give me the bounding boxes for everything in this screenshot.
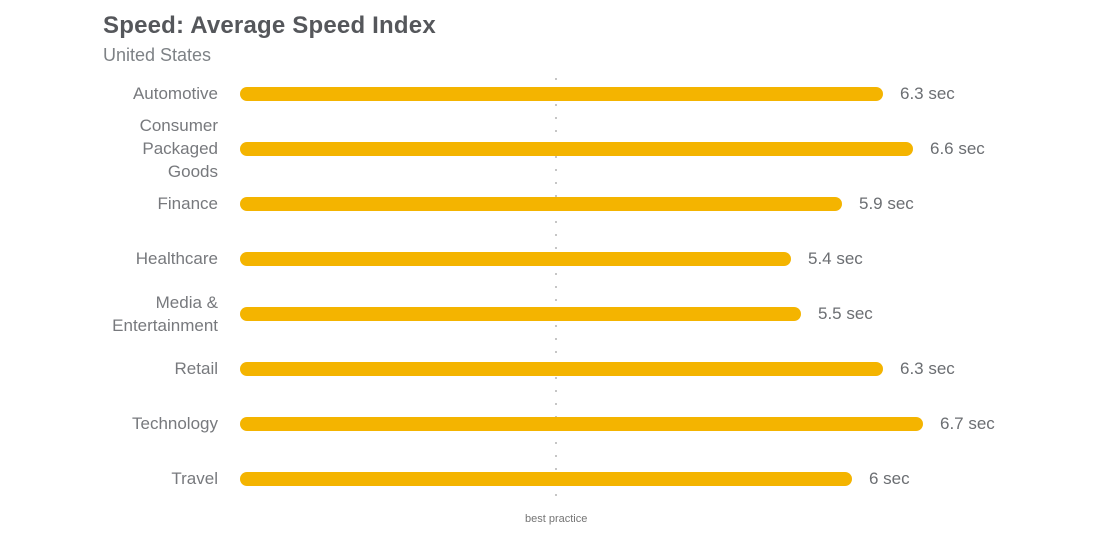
chart-row: Travel 6 sec: [0, 451, 1100, 506]
bar: [240, 306, 801, 321]
chart-row: Automotive 6.3 sec: [0, 66, 1100, 121]
chart-row: Technology 6.7 sec: [0, 396, 1100, 451]
chart-row: Retail 6.3 sec: [0, 341, 1100, 396]
bar-track: 6.6 sec: [240, 139, 1100, 159]
value-label: 5.4 sec: [808, 248, 863, 268]
value-label: 5.9 sec: [859, 193, 914, 213]
best-practice-label: best practice: [525, 513, 588, 525]
chart-rows: Automotive 6.3 sec Consumer Packaged Goods…: [0, 66, 1100, 506]
chart-title: Speed: Average Speed Index: [103, 12, 436, 39]
category-label: Finance: [157, 194, 218, 213]
bar-track: 6.7 sec: [240, 414, 1100, 434]
category-label: Technology: [131, 414, 218, 433]
bar-track: 5.4 sec: [240, 249, 1100, 269]
category-label: Retail: [174, 359, 218, 378]
bar-track: 6 sec: [240, 469, 1100, 489]
chart-row: Consumer Packaged Goods 6.6 sec: [0, 116, 1100, 181]
value-label: 6.3 sec: [900, 83, 955, 103]
bar: [240, 86, 883, 101]
category-label: Media & Entertainment: [112, 292, 218, 335]
bar-track: 6.3 sec: [240, 84, 1100, 104]
bar-track: 5.9 sec: [240, 194, 1100, 214]
bar-track: 6.3 sec: [240, 359, 1100, 379]
bar: [240, 361, 883, 376]
best-practice-reference-line: [555, 78, 558, 503]
category-label: Healthcare: [135, 249, 218, 268]
bar-track: 5.5 sec: [240, 304, 1100, 324]
category-label: Consumer Packaged Goods: [139, 116, 218, 181]
category-label: Travel: [171, 469, 218, 488]
bar: [240, 471, 852, 486]
chart-subtitle: United States: [103, 45, 212, 65]
value-label: 6.3 sec: [900, 358, 955, 378]
value-label: 5.5 sec: [818, 303, 873, 323]
bar: [240, 416, 923, 431]
value-label: 6.7 sec: [940, 413, 995, 433]
chart-row: Media & Entertainment 5.5 sec: [0, 286, 1100, 341]
category-label: Automotive: [132, 84, 218, 103]
bar: [240, 251, 791, 266]
bar: [240, 141, 913, 156]
chart-row: Finance 5.9 sec: [0, 176, 1100, 231]
chart-row: Healthcare 5.4 sec: [0, 231, 1100, 286]
bar: [240, 196, 842, 211]
value-label: 6 sec: [869, 468, 910, 488]
value-label: 6.6 sec: [930, 138, 985, 158]
